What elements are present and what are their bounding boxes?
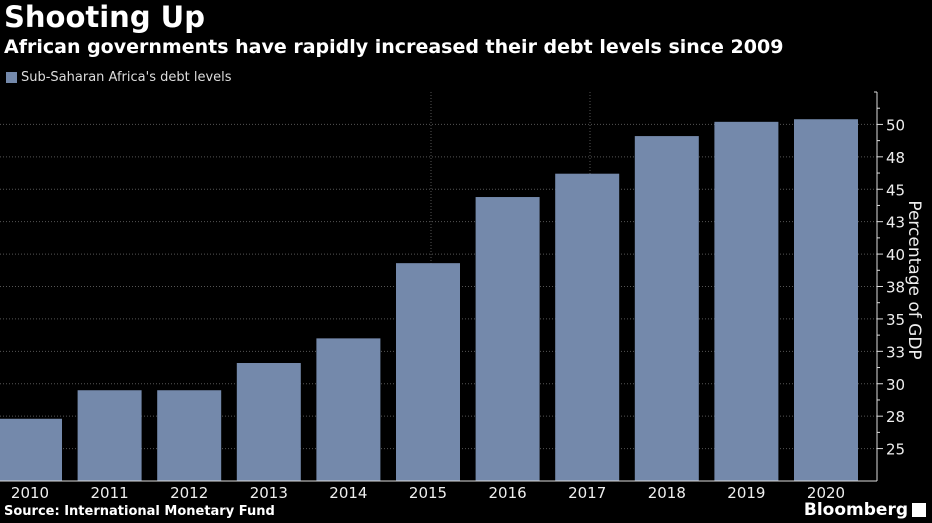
- chart-icon: [912, 503, 926, 517]
- x-tick-label: 2018: [648, 484, 686, 502]
- y-tick-label: 40: [886, 246, 905, 264]
- y-tick-label: 50: [886, 116, 905, 134]
- source-note: Source: International Monetary Fund: [4, 504, 275, 519]
- bar-2017: [555, 173, 620, 481]
- y-tick-label: 43: [886, 214, 905, 232]
- legend-label: Sub-Saharan Africa's debt levels: [21, 70, 232, 85]
- bloomberg-logo: Bloomberg: [804, 500, 926, 520]
- y-axis-label: Percentage of GDP: [904, 200, 924, 360]
- y-tick-label: 30: [886, 376, 905, 394]
- x-tick-label: 2019: [727, 484, 765, 502]
- x-tick-label: 2012: [170, 484, 208, 502]
- x-tick-label: 2015: [409, 484, 447, 502]
- bar-2015: [396, 263, 460, 481]
- x-tick-label: 2020: [807, 484, 845, 502]
- bar-2013: [236, 363, 301, 481]
- y-tick-label: 33: [886, 343, 905, 361]
- y-tick-label: 25: [886, 441, 905, 459]
- legend-swatch: [6, 72, 17, 83]
- y-tick-label: 48: [886, 149, 905, 167]
- bar-2014: [316, 338, 381, 481]
- bar-2011: [77, 390, 142, 481]
- x-tick-label: 2011: [91, 484, 129, 502]
- x-tick-label: 2014: [329, 484, 367, 502]
- bar-2016: [475, 197, 540, 481]
- x-tick-label: 2013: [250, 484, 288, 502]
- y-tick-label: 38: [886, 279, 905, 297]
- chart-title: Shooting Up: [4, 0, 205, 34]
- chart-subtitle: African governments have rapidly increas…: [4, 36, 784, 58]
- y-tick-label: 28: [886, 408, 905, 426]
- y-tick-label: 45: [886, 181, 905, 199]
- logo-text: Bloomberg: [803, 500, 908, 520]
- x-tick-label: 2017: [568, 484, 606, 502]
- x-tick-label: 2016: [489, 484, 527, 502]
- bar-2012: [157, 390, 222, 481]
- bar-2019: [714, 121, 779, 481]
- y-tick-label: 35: [886, 311, 905, 329]
- bar-2020: [794, 119, 858, 481]
- bar-2018: [634, 136, 699, 481]
- x-tick-label: 2010: [11, 484, 49, 502]
- legend: Sub-Saharan Africa's debt levels: [6, 70, 232, 85]
- bar-2010: [0, 418, 62, 481]
